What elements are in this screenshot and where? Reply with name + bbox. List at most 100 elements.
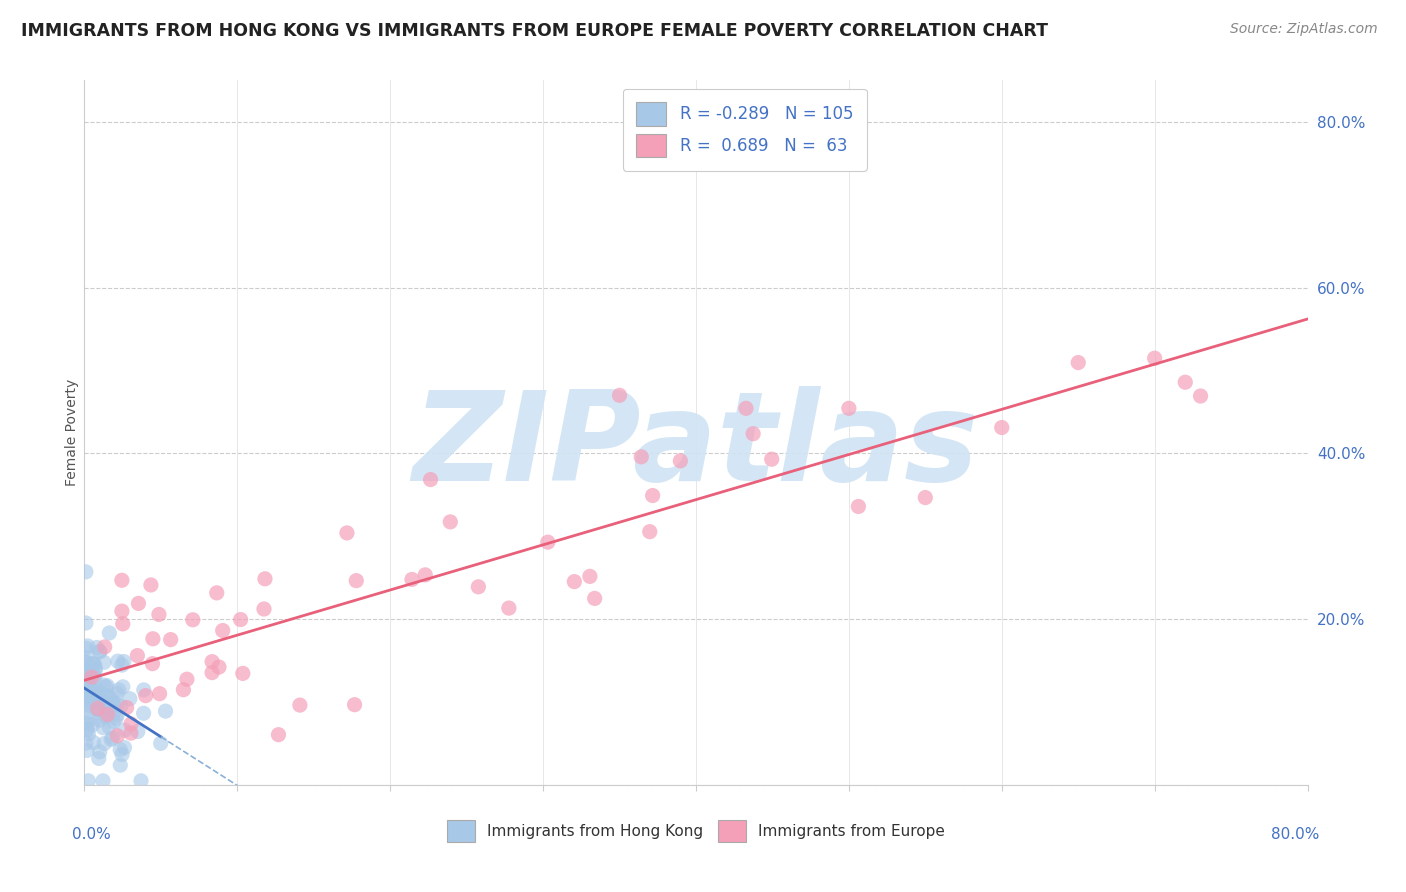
- Y-axis label: Female Poverty: Female Poverty: [65, 379, 79, 486]
- Point: [439, 515, 461, 529]
- Point: [132, 706, 155, 721]
- Point: [93, 737, 115, 751]
- Point: [579, 569, 602, 583]
- Point: [86, 691, 108, 706]
- Point: [80, 670, 103, 684]
- Point: [94, 709, 117, 723]
- Point: [91, 721, 114, 735]
- Point: [75, 655, 97, 669]
- Point: [76, 693, 98, 707]
- Point: [75, 698, 97, 713]
- Point: [101, 693, 124, 707]
- Point: [97, 689, 120, 703]
- Point: [75, 615, 97, 630]
- Point: [89, 687, 111, 701]
- Point: [91, 773, 114, 788]
- Point: [75, 736, 97, 750]
- Point: [75, 679, 97, 693]
- Point: [75, 677, 97, 691]
- Point: [498, 601, 520, 615]
- Point: [761, 452, 783, 467]
- Point: [97, 701, 120, 715]
- Point: [76, 639, 98, 653]
- Point: [132, 682, 155, 697]
- Point: [1174, 375, 1197, 389]
- Point: [87, 702, 110, 716]
- Point: [111, 680, 134, 694]
- Point: [87, 691, 110, 706]
- Point: [84, 670, 107, 684]
- Point: [77, 727, 100, 741]
- Point: [110, 758, 132, 772]
- Point: [419, 473, 441, 487]
- Point: [110, 742, 132, 756]
- Point: [75, 656, 97, 670]
- Point: [83, 657, 105, 672]
- Text: IMMIGRANTS FROM HONG KONG VS IMMIGRANTS FROM EUROPE FEMALE POVERTY CORRELATION C: IMMIGRANTS FROM HONG KONG VS IMMIGRANTS …: [21, 22, 1047, 40]
- Point: [97, 698, 120, 713]
- Point: [111, 574, 134, 588]
- Point: [75, 650, 97, 665]
- Point: [288, 698, 311, 712]
- Point: [141, 657, 163, 671]
- Point: [148, 607, 170, 622]
- Point: [111, 616, 134, 631]
- Text: Source: ZipAtlas.com: Source: ZipAtlas.com: [1230, 22, 1378, 37]
- Point: [991, 420, 1014, 434]
- Point: [232, 666, 254, 681]
- Point: [120, 726, 142, 740]
- Point: [96, 702, 118, 716]
- Point: [83, 669, 105, 683]
- Point: [90, 689, 112, 703]
- Point: [1143, 351, 1166, 366]
- Point: [201, 665, 224, 680]
- Point: [127, 648, 149, 663]
- Point: [114, 723, 136, 738]
- Point: [735, 401, 758, 416]
- Point: [142, 632, 165, 646]
- Point: [93, 678, 115, 692]
- Point: [107, 682, 129, 697]
- Point: [413, 567, 436, 582]
- Point: [75, 669, 97, 683]
- Point: [76, 743, 98, 757]
- Point: [83, 657, 105, 671]
- Point: [80, 663, 103, 677]
- Point: [229, 613, 252, 627]
- Point: [82, 657, 104, 671]
- Point: [86, 702, 108, 716]
- Point: [77, 698, 100, 712]
- Point: [110, 699, 132, 714]
- Point: [75, 662, 97, 676]
- Point: [89, 697, 111, 711]
- Point: [343, 698, 366, 712]
- Point: [75, 666, 97, 681]
- Legend: Immigrants from Hong Kong, Immigrants from Europe: Immigrants from Hong Kong, Immigrants fr…: [441, 814, 950, 847]
- Point: [127, 596, 149, 610]
- Point: [120, 717, 142, 731]
- Point: [84, 661, 107, 675]
- Point: [79, 683, 101, 698]
- Point: [84, 664, 107, 678]
- Point: [75, 641, 97, 656]
- Point: [159, 632, 181, 647]
- Point: [267, 728, 290, 742]
- Point: [87, 751, 110, 765]
- Point: [253, 572, 276, 586]
- Point: [914, 491, 936, 505]
- Point: [79, 670, 101, 684]
- Point: [100, 732, 122, 747]
- Point: [79, 681, 101, 696]
- Point: [75, 689, 97, 703]
- Point: [848, 500, 870, 514]
- Point: [135, 689, 157, 703]
- Point: [129, 773, 152, 788]
- Point: [127, 724, 149, 739]
- Point: [1189, 389, 1212, 403]
- Point: [107, 654, 129, 668]
- Point: [208, 660, 231, 674]
- Point: [96, 679, 118, 693]
- Point: [97, 690, 120, 704]
- Point: [609, 388, 631, 402]
- Point: [86, 640, 108, 655]
